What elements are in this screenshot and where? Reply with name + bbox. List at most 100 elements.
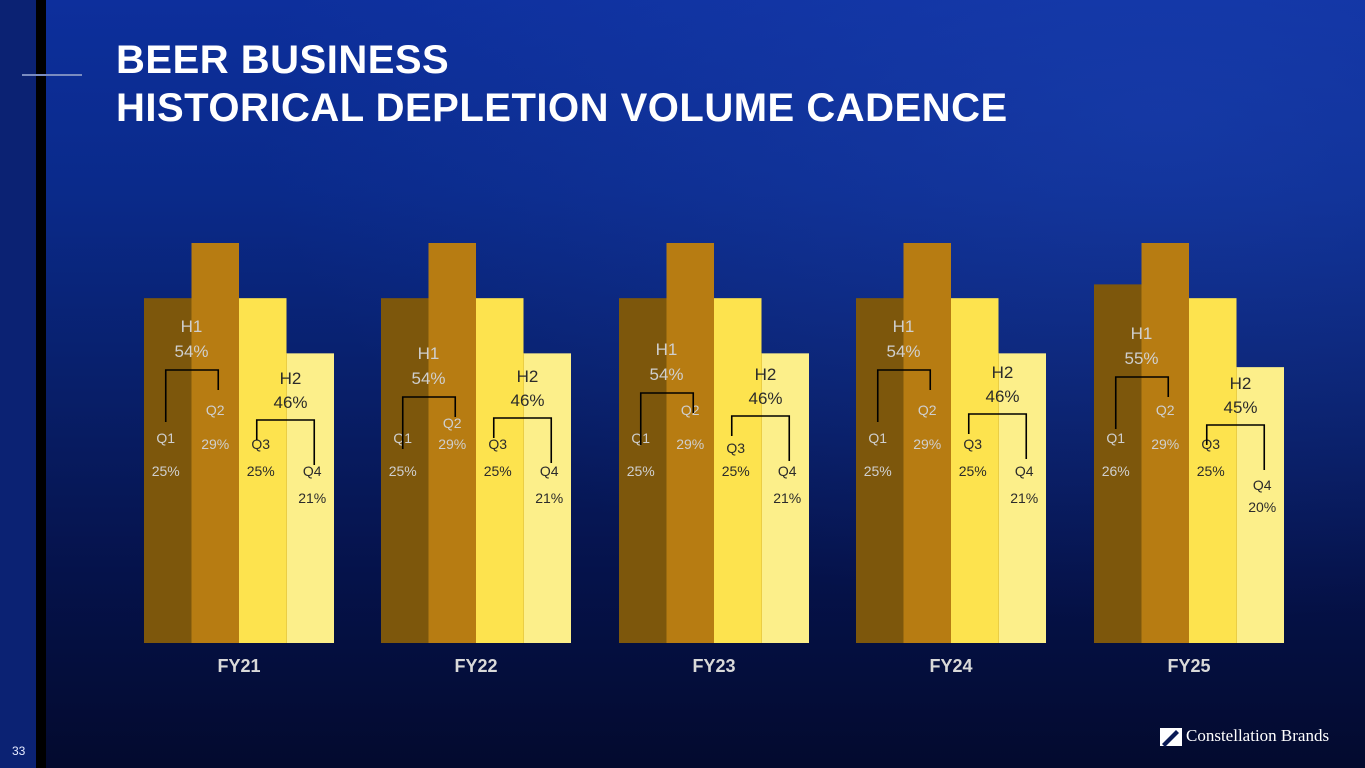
bar-fy23-q1 — [619, 298, 667, 643]
data-label-fy23-q2: 29% — [676, 436, 704, 452]
bar-fy21-q3 — [239, 298, 287, 643]
half-value-fy24-h2: 46% — [985, 387, 1019, 406]
h2-bracket-fy25 — [1205, 424, 1266, 470]
bar-fy24-q2 — [903, 243, 951, 643]
title-dash-line — [22, 74, 82, 76]
half-label-fy21-h2: H2 — [280, 369, 302, 388]
quarter-label-fy21-q1: Q1 — [156, 430, 175, 446]
quarter-label-fy24-q2: Q2 — [918, 402, 937, 418]
half-label-fy24-h1: H1 — [893, 317, 915, 336]
category-label-fy25: FY25 — [1167, 656, 1210, 676]
h2-bracket-fy21 — [255, 419, 316, 465]
h1-bracket-fy21 — [164, 369, 220, 422]
logo-stroke-icon — [1162, 730, 1179, 747]
h1-bracket-fy23 — [639, 392, 695, 445]
logo-text: Constellation Brands — [1186, 726, 1330, 745]
half-value-fy21-h1: 54% — [174, 342, 208, 361]
title-line-1: BEER BUSINESS — [116, 38, 450, 82]
bar-fy24-q1 — [856, 298, 904, 643]
bar-fy21-q1 — [144, 298, 192, 643]
bar-fy22-q4 — [523, 353, 571, 643]
quarter-label-fy23-q4: Q4 — [778, 463, 797, 479]
title-line-2: HISTORICAL DEPLETION VOLUME CADENCE — [116, 86, 1008, 130]
h1-bracket-fy24 — [876, 369, 932, 422]
bar-fy25-q3 — [1189, 298, 1237, 643]
half-label-fy22-h2: H2 — [517, 367, 539, 386]
data-label-fy21-q2: 29% — [201, 436, 229, 452]
data-label-fy24-q4: 21% — [1010, 490, 1038, 506]
quarter-label-fy22-q4: Q4 — [540, 463, 559, 479]
quarter-label-fy24-q3: Q3 — [963, 436, 982, 452]
h2-bracket-fy23 — [730, 415, 791, 461]
bar-fy23-q2 — [666, 243, 714, 643]
half-label-fy23-h1: H1 — [656, 340, 678, 359]
bar-fy24-q4 — [998, 353, 1046, 643]
category-label-fy24: FY24 — [929, 656, 972, 676]
quarter-label-fy25-q1: Q1 — [1106, 430, 1125, 446]
page-number: 33 — [12, 744, 26, 758]
data-label-fy24-q3: 25% — [959, 463, 987, 479]
data-label-fy25-q2: 29% — [1151, 436, 1179, 452]
data-label-fy25-q4: 20% — [1248, 499, 1276, 515]
data-label-fy25-q3: 25% — [1197, 463, 1225, 479]
data-label-fy23-q1: 25% — [627, 463, 655, 479]
h2-bracket-fy24 — [967, 413, 1028, 459]
data-label-fy23-q4: 21% — [773, 490, 801, 506]
bar-fy25-q4 — [1236, 367, 1284, 643]
quarter-label-fy24-q1: Q1 — [868, 430, 887, 446]
data-label-fy22-q4: 21% — [535, 490, 563, 506]
half-label-fy23-h2: H2 — [755, 365, 777, 384]
half-value-fy25-h1: 55% — [1124, 349, 1158, 368]
h1-bracket-fy22 — [401, 396, 457, 449]
half-value-fy25-h2: 45% — [1223, 398, 1257, 417]
quarter-label-fy21-q3: Q3 — [251, 436, 270, 452]
page-title: BEER BUSINESS HISTORICAL DEPLETION VOLUM… — [116, 36, 1008, 132]
bar-fy22-q3 — [476, 298, 524, 643]
quarter-label-fy23-q3: Q3 — [726, 440, 745, 456]
data-label-fy24-q2: 29% — [913, 436, 941, 452]
left-divider-bar — [36, 0, 46, 768]
half-value-fy24-h1: 54% — [886, 342, 920, 361]
bar-fy21-q4 — [286, 353, 334, 643]
half-value-fy21-h2: 46% — [273, 393, 307, 412]
quarter-label-fy21-q4: Q4 — [303, 463, 322, 479]
h1-bracket-fy25 — [1114, 376, 1170, 429]
category-label-fy22: FY22 — [454, 656, 497, 676]
h2-bracket-fy22 — [492, 417, 553, 463]
half-label-fy24-h2: H2 — [992, 363, 1014, 382]
bar-fy24-q3 — [951, 298, 999, 643]
bar-fy21-q2 — [191, 243, 239, 643]
half-label-fy22-h1: H1 — [418, 344, 440, 363]
data-label-fy22-q3: 25% — [484, 463, 512, 479]
half-value-fy22-h2: 46% — [510, 391, 544, 410]
quarter-label-fy23-q2: Q2 — [681, 402, 700, 418]
half-value-fy22-h1: 54% — [411, 369, 445, 388]
half-value-fy23-h1: 54% — [649, 365, 683, 384]
data-label-fy23-q3: 25% — [722, 463, 750, 479]
bar-fy25-q1 — [1094, 284, 1142, 643]
quarter-label-fy25-q3: Q3 — [1201, 436, 1220, 452]
data-label-fy21-q3: 25% — [247, 463, 275, 479]
bar-fy25-q2 — [1141, 243, 1189, 643]
quarter-label-fy21-q2: Q2 — [206, 402, 225, 418]
bar-fy23-q4 — [761, 353, 809, 643]
quarter-label-fy24-q4: Q4 — [1015, 463, 1034, 479]
half-label-fy21-h1: H1 — [181, 317, 203, 336]
quarter-label-fy22-q2: Q2 — [443, 415, 462, 431]
category-label-fy23: FY23 — [692, 656, 735, 676]
quarter-label-fy22-q3: Q3 — [488, 436, 507, 452]
data-label-fy24-q1: 25% — [864, 463, 892, 479]
half-label-fy25-h2: H2 — [1230, 374, 1252, 393]
quarter-label-fy25-q2: Q2 — [1156, 402, 1175, 418]
bar-fy22-q1 — [381, 298, 429, 643]
bar-fy22-q2 — [428, 243, 476, 643]
half-value-fy23-h2: 46% — [748, 389, 782, 408]
data-label-fy25-q1: 26% — [1102, 463, 1130, 479]
half-label-fy25-h1: H1 — [1131, 324, 1153, 343]
left-accent-band — [0, 0, 36, 768]
bar-fy23-q3 — [714, 298, 762, 643]
data-label-fy22-q1: 25% — [389, 463, 417, 479]
data-label-fy22-q2: 29% — [438, 436, 466, 452]
constellation-brands-logo — [1160, 728, 1182, 747]
